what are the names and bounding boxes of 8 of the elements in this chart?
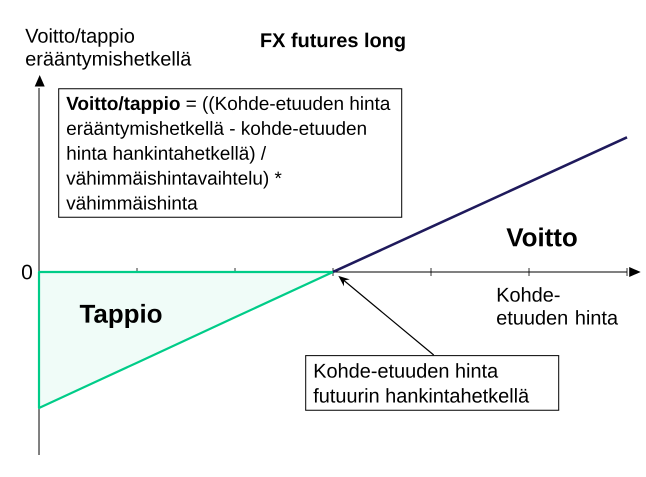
annotation: Tappio [80,304,162,328]
text: Voitto/tappio erääntymishetkellä [25,28,192,70]
text: 0 [22,264,32,280]
chart-title: FX futures long [261,32,405,52]
x-axis-title: Kohde-etuuden hinta [497,287,618,325]
annotation: Voitto/tappio = ((Kohde-etuuden hinta erääntymishetkellä - kohde-etuuden hinta hankintahetkellä) / vähimmäishintavaihtelu) * vähimmäishinta [66,96,390,210]
annotation: Voitto [506,227,577,246]
annotation: Kohde-etuuden hinta futuurin hankintahetkellä [313,363,530,403]
